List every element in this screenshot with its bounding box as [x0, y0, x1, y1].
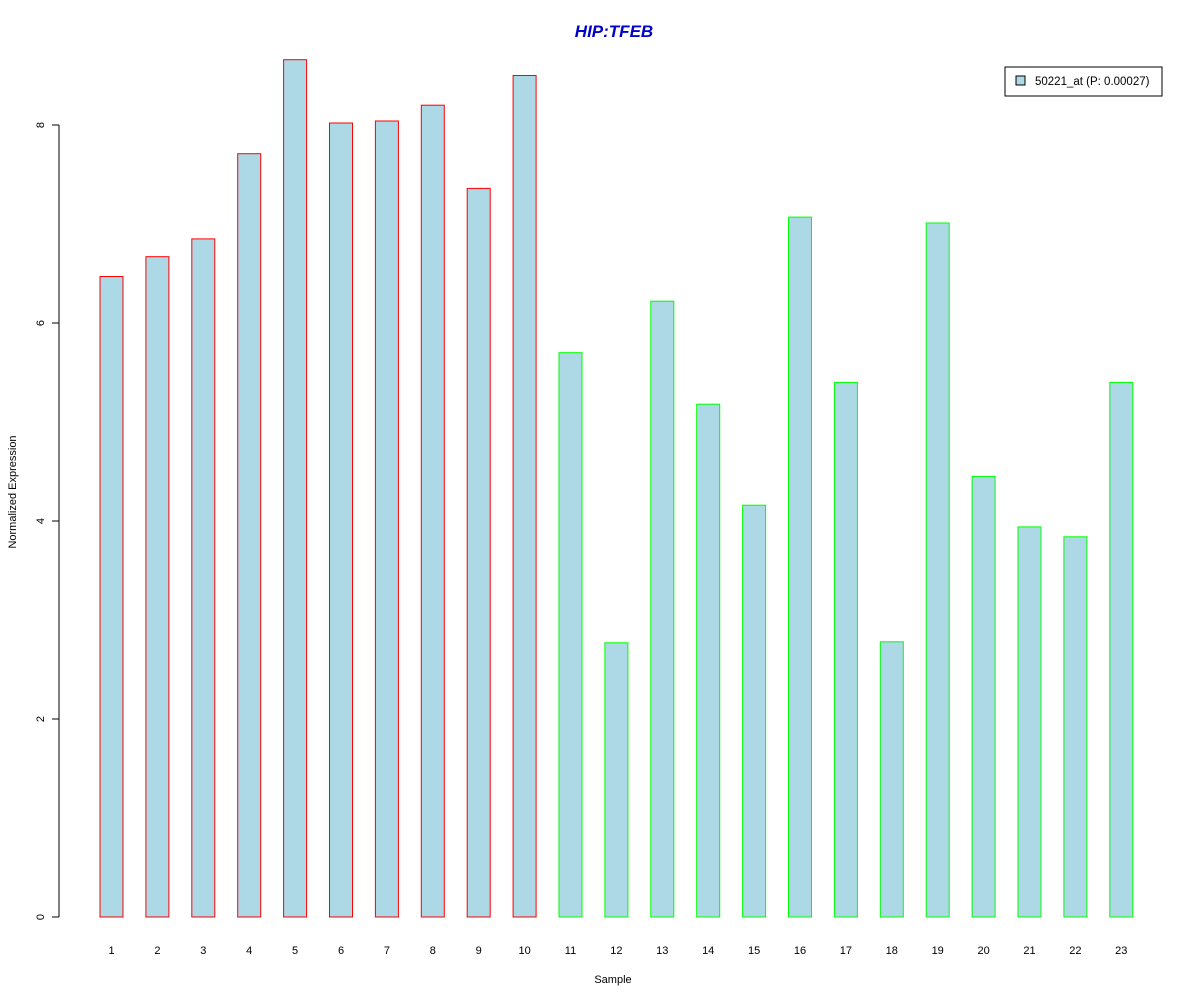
bar-sample-5: [283, 59, 308, 918]
x-tick-label: 22: [1069, 945, 1081, 957]
y-axis: 0 2 4 6 8: [35, 122, 60, 920]
bar-sample-3: [191, 238, 216, 918]
x-tick-label: 23: [1115, 945, 1127, 957]
bar-sample-9: [466, 187, 491, 918]
x-tick-label: 5: [292, 945, 298, 957]
x-tick-labels: 1 2 3 4 5 6 7 8 9 10 11 12 13 14 15 16 17 18 19 20 21 22 23: [108, 945, 1127, 957]
bar-sample-20: [971, 475, 996, 918]
bar-sample-2: [145, 256, 170, 918]
x-tick-label: 9: [476, 945, 482, 957]
x-tick-label: 19: [932, 945, 944, 957]
bar-sample-23: [1109, 381, 1134, 918]
x-tick-label: 10: [518, 945, 530, 957]
x-tick-label: 8: [430, 945, 436, 957]
x-tick-label: 6: [338, 945, 344, 957]
legend-swatch: [1015, 75, 1026, 86]
bar-sample-22: [1063, 536, 1088, 918]
y-tick-label: 2: [35, 716, 47, 722]
y-tick-label: 4: [35, 518, 47, 524]
bar-sample-10: [512, 75, 537, 918]
x-axis-label: Sample: [594, 974, 631, 986]
x-tick-label: 15: [748, 945, 760, 957]
legend-box: [1004, 66, 1163, 97]
x-tick-label: 14: [702, 945, 714, 957]
bar-sample-7: [374, 120, 399, 918]
x-tick-label: 3: [200, 945, 206, 957]
y-tick-label: 8: [35, 122, 47, 128]
bar-sample-8: [420, 104, 445, 918]
x-tick-label: 13: [656, 945, 668, 957]
bar-sample-14: [696, 403, 721, 918]
chart-title: HIP:TFEB: [575, 22, 653, 41]
bar-sample-6: [329, 122, 353, 918]
y-tick-label: 0: [35, 914, 47, 920]
bar-sample-15: [742, 504, 767, 918]
x-tick-label: 18: [886, 945, 898, 957]
x-tick-label: 11: [565, 945, 576, 957]
bar-sample-19: [925, 222, 950, 918]
bar-sample-13: [650, 300, 675, 918]
x-tick-label: 7: [384, 945, 390, 957]
x-tick-label: 4: [246, 945, 252, 957]
x-tick-label: 1: [108, 945, 114, 957]
x-tick-label: 17: [840, 945, 852, 957]
x-tick-label: 12: [610, 945, 622, 957]
bar-sample-11: [558, 352, 583, 918]
bars: [99, 59, 1134, 918]
bar-sample-18: [879, 641, 904, 918]
bar-sample-16: [788, 216, 812, 918]
y-tick-label: 6: [35, 320, 47, 326]
legend: 50221_at (P: 0.00027): [1004, 66, 1163, 97]
y-axis-label: Normalized Expression: [7, 435, 19, 548]
legend-label: 50221_at (P: 0.00027): [1035, 76, 1150, 88]
x-tick-label: 20: [977, 945, 989, 957]
bar-sample-12: [604, 642, 629, 918]
x-tick-label: 21: [1023, 945, 1035, 957]
x-tick-label: 2: [154, 945, 160, 957]
bar-sample-4: [237, 153, 262, 918]
bar-sample-21: [1017, 526, 1042, 918]
bar-sample-17: [833, 381, 858, 918]
x-tick-label: 16: [794, 945, 806, 957]
bar-sample-1: [99, 276, 124, 918]
